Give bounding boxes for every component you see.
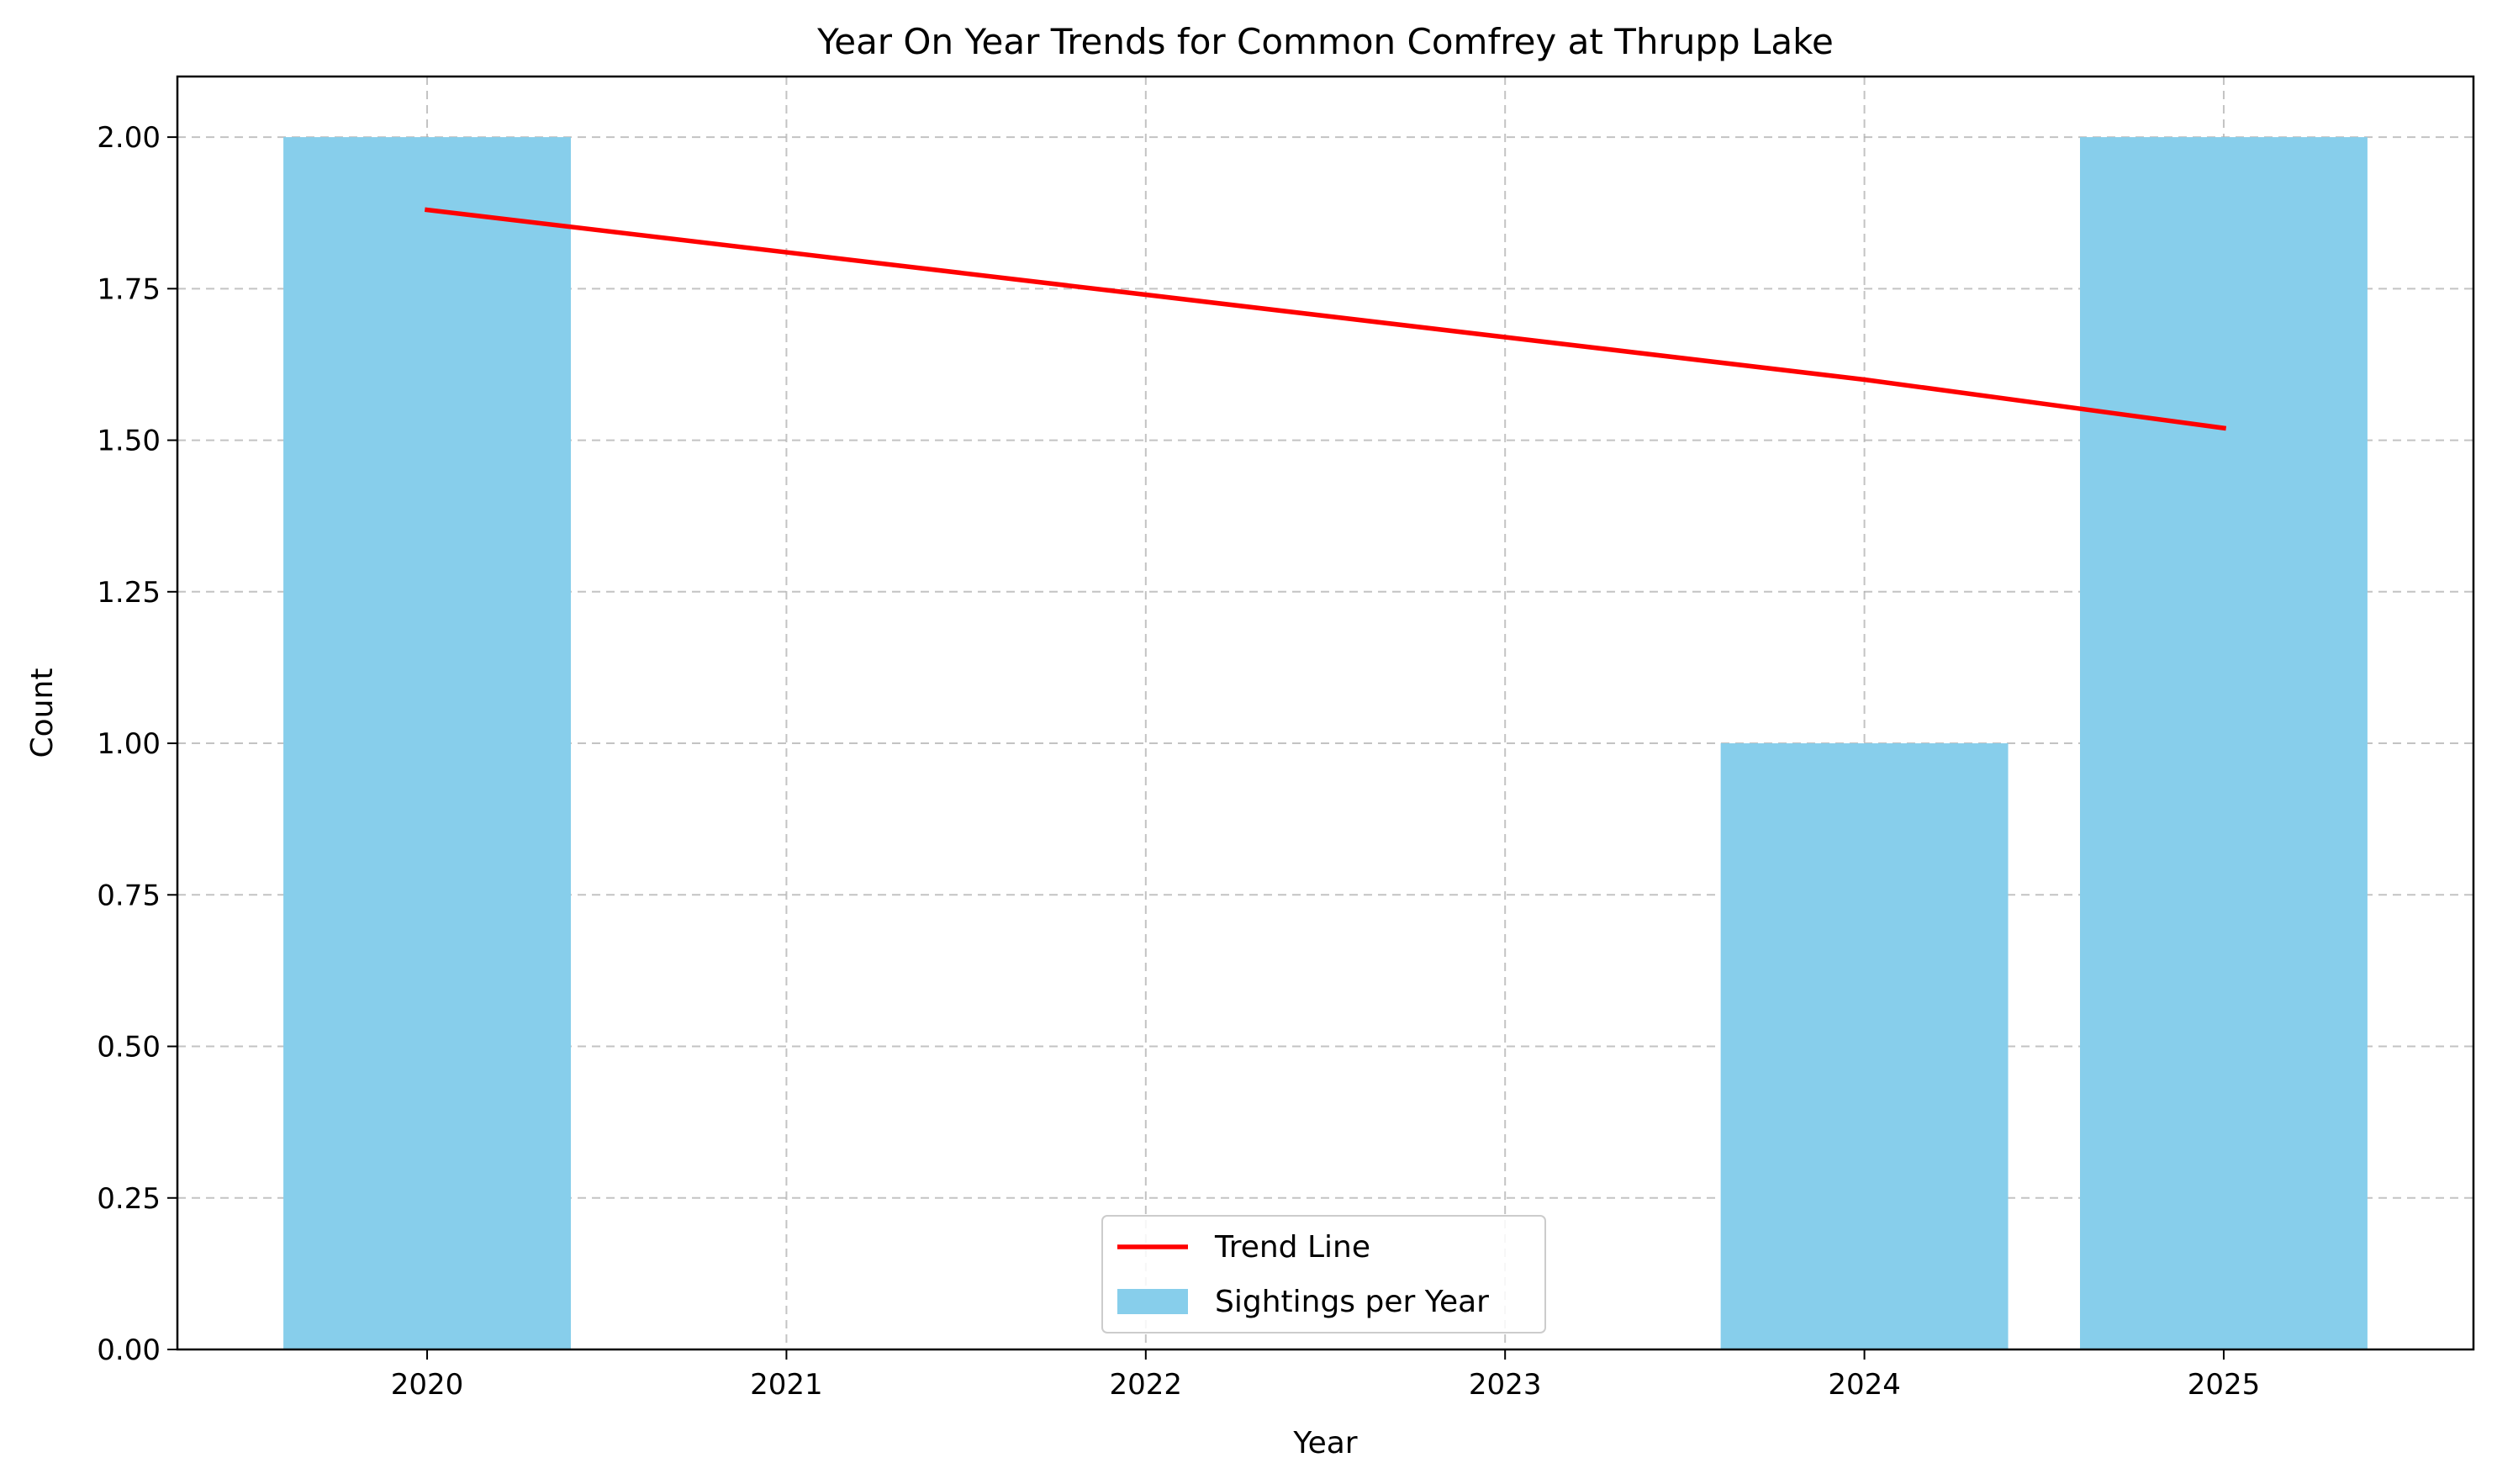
x-tick-label: 2024	[1828, 1368, 1901, 1402]
legend-patch-marker	[1117, 1289, 1188, 1314]
y-tick-label: 1.00	[97, 727, 161, 761]
y-tick-label: 0.25	[97, 1182, 161, 1216]
bar	[283, 137, 571, 1350]
x-tick-label: 2023	[1469, 1368, 1542, 1402]
bars	[283, 137, 2368, 1350]
bar	[2080, 137, 2368, 1350]
legend-label: Sightings per Year	[1215, 1285, 1489, 1319]
x-tick-label: 2025	[2188, 1368, 2261, 1402]
trend-line-layer	[424, 207, 2227, 431]
chart-title: Year On Year Trends for Common Comfrey a…	[816, 21, 1834, 62]
trend-line	[424, 207, 2227, 431]
y-tick-label: 2.00	[97, 121, 161, 155]
legend: Trend Line Sightings per Year	[1101, 1215, 1546, 1333]
y-tick-label: 0.75	[97, 879, 161, 912]
x-tick-label: 2020	[391, 1368, 464, 1402]
bar	[1720, 743, 2009, 1349]
y-tick-label: 1.50	[97, 425, 161, 458]
legend-box	[1101, 1215, 1546, 1333]
x-axis-label: Year	[1292, 1426, 1357, 1460]
y-axis-label: Count	[25, 668, 60, 758]
x-tick-label: 2021	[750, 1368, 823, 1402]
ticks: 0.00 0.25 0.50 0.75 1.00 1.25 1.50 1.75 2.00 2020…	[97, 121, 2260, 1402]
y-tick-label: 1.75	[97, 272, 161, 306]
y-tick-label: 1.25	[97, 576, 161, 610]
y-tick-label: 0.00	[97, 1333, 161, 1367]
legend-label: Trend Line	[1214, 1230, 1370, 1265]
plot-frame	[176, 75, 2475, 1351]
x-tick-label: 2022	[1110, 1368, 1183, 1402]
y-tick-label: 0.50	[97, 1031, 161, 1064]
